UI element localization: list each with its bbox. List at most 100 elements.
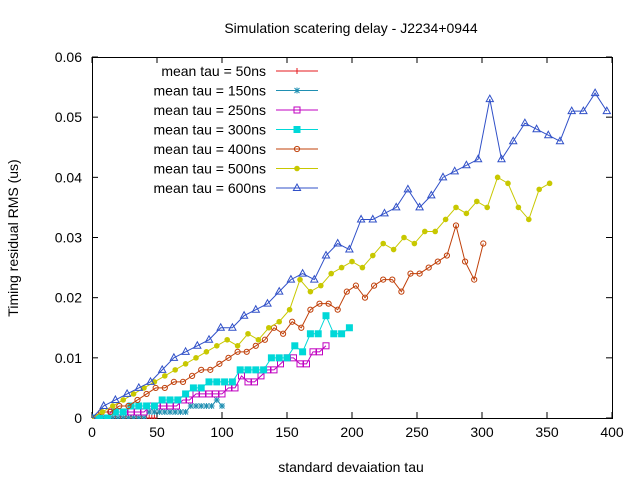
data-point [252,342,259,349]
data-point [182,361,189,367]
data-point [314,330,322,338]
data-point [380,240,387,247]
data-point [371,282,378,289]
data-point [380,276,387,283]
data-point [473,154,483,163]
data-point [213,396,220,403]
data-point [162,373,168,379]
data-point [309,274,319,283]
data-point [182,390,190,398]
data-point [532,124,542,133]
data-point [119,408,127,416]
data-point [99,400,109,409]
data-point [228,378,236,386]
data-point [255,336,262,343]
data-point [204,334,214,343]
data-point [234,343,241,349]
data-point [480,240,487,247]
legend-item: mean tau = 50ns [161,63,318,79]
data-point [203,349,210,355]
data-point [515,204,522,211]
data-point [543,130,553,139]
data-point [197,384,205,392]
data-point [135,402,143,410]
data-point [307,306,314,313]
x-tick-label: 0 [88,424,96,440]
data-point [306,330,314,338]
legend-item: mean tau = 300ns [154,122,318,138]
data-point [325,300,332,307]
data-point [338,330,346,338]
data-point [389,276,396,283]
data-point [352,282,359,289]
data-point [546,180,553,187]
data-point [157,364,167,373]
data-point [260,366,268,374]
data-point [166,396,174,404]
data-point [356,214,366,223]
data-point [187,402,194,409]
x-tick-label: 100 [210,424,234,440]
series-line [92,92,608,419]
data-point [186,396,193,404]
data-point [92,412,96,419]
data-point [422,228,428,235]
data-point [316,300,323,307]
data-point [243,348,250,355]
data-point [221,378,229,386]
data-point [207,366,214,373]
data-point [307,288,314,295]
data-point [203,402,210,409]
x-axis-title: standard devaiation tau [278,459,424,475]
data-point [198,402,205,409]
legend-item: mean tau = 400ns [154,141,318,157]
data-point [297,276,303,283]
data-point [225,354,232,361]
legend-label: mean tau = 150ns [154,83,266,99]
data-point [156,408,163,415]
data-point [602,106,612,115]
data-point [286,306,293,313]
data-point [134,382,144,391]
data-point [322,342,330,350]
data-point [474,198,480,205]
data-point [274,286,284,295]
data-point [344,244,354,253]
data-point [181,346,191,355]
data-point [494,174,501,181]
data-point [151,408,158,415]
data-point [189,372,196,379]
data-point [107,408,114,416]
data-point [338,264,345,271]
data-point [322,312,330,320]
x-tick-label: 350 [535,424,559,440]
data-point [463,210,470,217]
data-point [291,342,299,350]
data-point [330,330,338,338]
data-point [263,298,272,307]
data-point [224,336,230,343]
data-point [289,318,296,325]
x-tick-label: 250 [405,424,429,440]
data-point [252,366,260,374]
data-point [321,250,331,259]
series-line [92,314,350,419]
data-point [115,415,121,419]
data-point [150,402,158,410]
y-tick-label: 0.05 [55,109,82,125]
data-point [267,354,275,362]
data-point [192,340,202,349]
data-point [141,415,147,419]
y-tick-label: 0.06 [55,49,82,65]
data-point [508,136,518,145]
data-point [442,216,449,223]
y-axis-title: Timing residual RMS (us) [5,159,21,316]
data-point [411,240,418,247]
legend-marker [293,145,301,153]
data-point [266,324,272,331]
x-tick-label: 300 [470,424,494,440]
legend-item: mean tau = 500ns [154,161,318,177]
data-point [299,348,307,356]
data-point [179,378,187,385]
data-point [403,184,413,193]
